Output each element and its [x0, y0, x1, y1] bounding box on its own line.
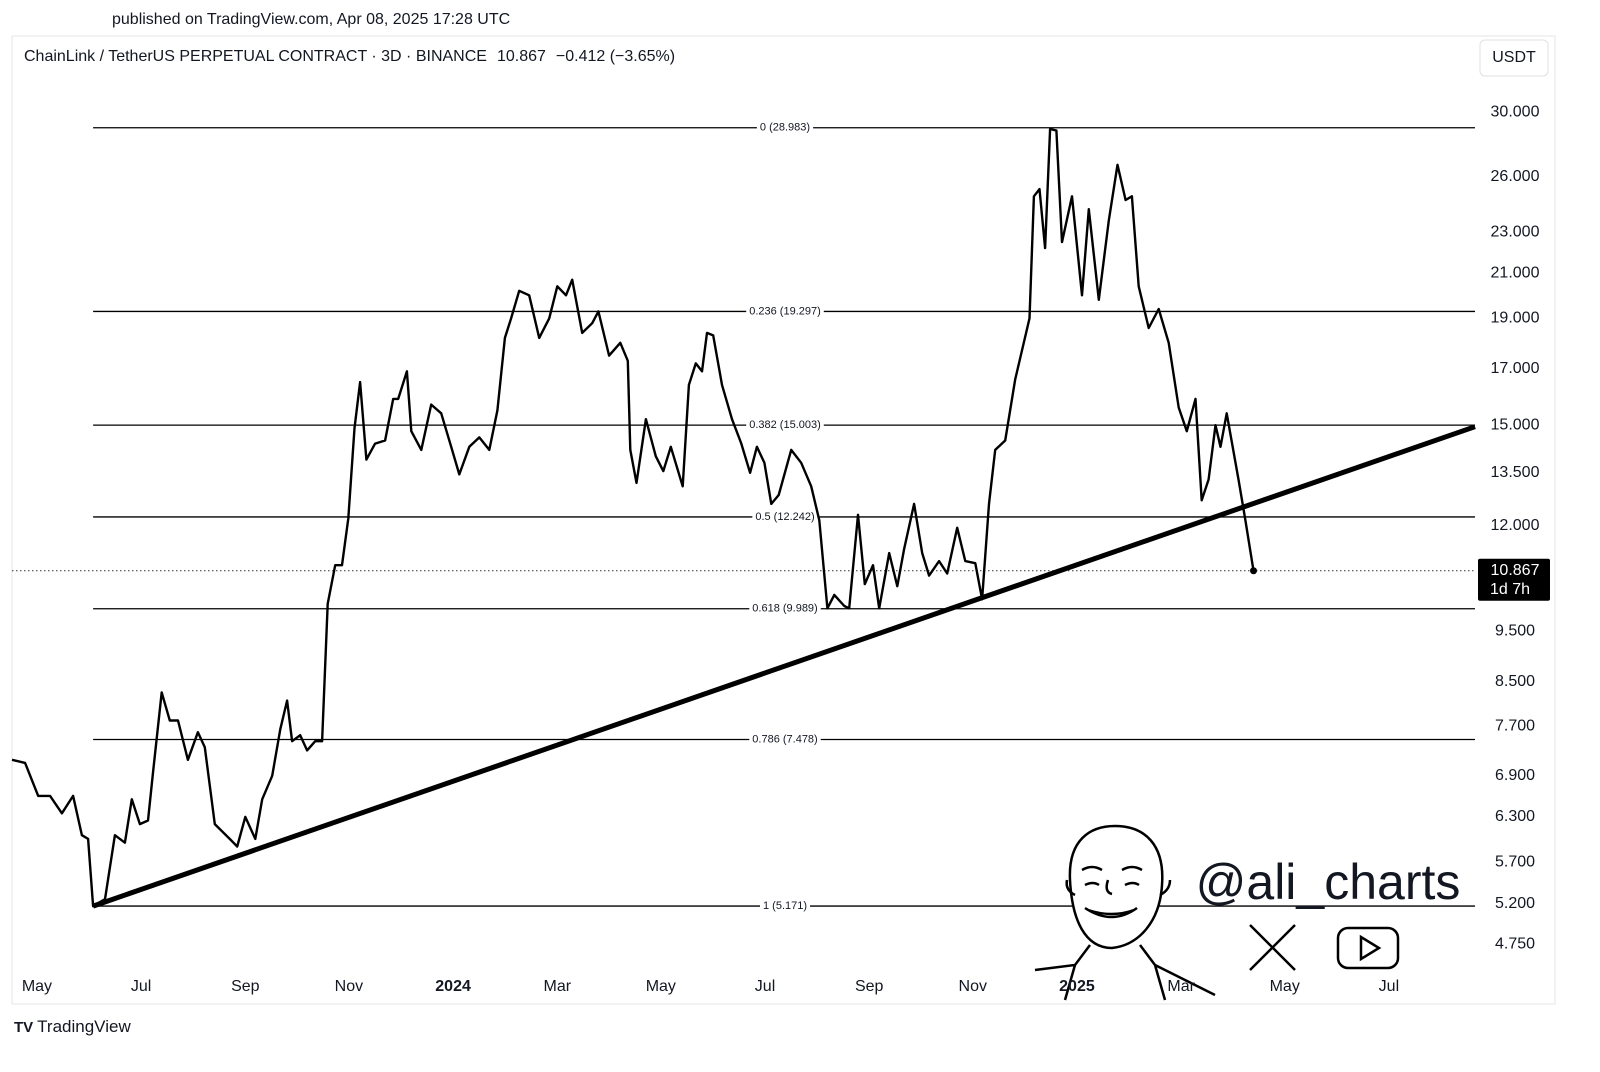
trend-line — [92, 424, 1476, 909]
fib-label: 0.618 (9.989) — [752, 603, 817, 615]
y-tick-label: 17.000 — [1491, 360, 1540, 377]
y-tick-label: 4.750 — [1495, 936, 1535, 953]
fib-label: 0.5 (12.242) — [755, 511, 814, 523]
y-tick-label: 8.500 — [1495, 673, 1535, 690]
header-change: −0.412 (−3.65%) — [556, 48, 675, 65]
fib-label-bg — [746, 418, 824, 431]
y-tick-label: 23.000 — [1491, 223, 1540, 240]
last-point — [1250, 567, 1258, 575]
x-tick-label: 2024 — [435, 978, 471, 995]
y-tick-label: 13.500 — [1491, 464, 1540, 481]
fib-label: 0.786 (7.478) — [752, 733, 817, 745]
published-note: published on TradingView.com, Apr 08, 20… — [112, 11, 510, 28]
y-tick-label: 9.500 — [1495, 623, 1535, 640]
fib-label: 0.382 (15.003) — [749, 419, 821, 431]
symbol: ChainLink / TetherUS PERPETUAL CONTRACT … — [24, 48, 487, 65]
x-tick-label: Sep — [231, 978, 260, 995]
y-tick-label: 5.200 — [1495, 895, 1535, 912]
brand-logo: TV TradingView — [14, 1017, 131, 1036]
last-price-box — [1478, 558, 1550, 601]
fib-label-bg — [746, 305, 824, 318]
fib-label: 0 (28.983) — [760, 122, 810, 134]
fib-label-bg — [759, 899, 811, 912]
fib-label-bg — [756, 121, 814, 134]
y-tick-label: 7.700 — [1495, 718, 1535, 735]
x-tick-label: May — [646, 978, 676, 995]
y-tick-label: 15.000 — [1491, 416, 1540, 433]
fib-label-bg — [752, 510, 818, 523]
x-tick-label: Nov — [959, 978, 987, 995]
y-tick-label: 26.000 — [1491, 168, 1540, 185]
y-tick-label: 30.000 — [1491, 103, 1540, 120]
y-tick-label: 21.000 — [1491, 264, 1540, 281]
last-price-label: 10.867 — [1491, 562, 1540, 579]
watermark-handle: @ali_charts — [1196, 854, 1461, 910]
brand-name: TradingView — [37, 1017, 131, 1036]
chart-frame — [11, 35, 1556, 1005]
x-tick-label: Mar — [1167, 978, 1195, 995]
price-line — [11, 127, 1255, 908]
chart-header: ChainLink / TetherUS PERPETUAL CONTRACT … — [24, 48, 675, 65]
x-tick-label: Sep — [855, 978, 884, 995]
watermark — [1034, 824, 1400, 1001]
currency-box[interactable] — [1479, 39, 1549, 77]
y-tick-label: 19.000 — [1491, 310, 1540, 327]
x-tick-label: Jul — [755, 978, 775, 995]
countdown: 1d 7h — [1490, 581, 1530, 598]
header-price: 10.867 — [497, 48, 546, 65]
x-tick-label: May — [1270, 978, 1300, 995]
x-tick-label: May — [22, 978, 52, 995]
x-tick-label: Mar — [543, 978, 571, 995]
fib-label: 1 (5.171) — [763, 900, 807, 912]
fib-label-bg — [749, 602, 821, 615]
x-tick-label: Nov — [335, 978, 363, 995]
y-tick-label: 6.300 — [1495, 808, 1535, 825]
x-tick-label: Jul — [1379, 978, 1399, 995]
fib-label-bg — [749, 733, 821, 746]
y-tick-label: 12.000 — [1491, 517, 1540, 534]
x-tick-label: Jul — [131, 978, 151, 995]
x-tick-label: 2025 — [1059, 978, 1095, 995]
fib-label: 0.236 (19.297) — [749, 305, 821, 317]
currency[interactable]: USDT — [1492, 49, 1536, 66]
y-tick-label: 6.900 — [1495, 767, 1535, 784]
y-tick-label: 5.700 — [1495, 853, 1535, 870]
